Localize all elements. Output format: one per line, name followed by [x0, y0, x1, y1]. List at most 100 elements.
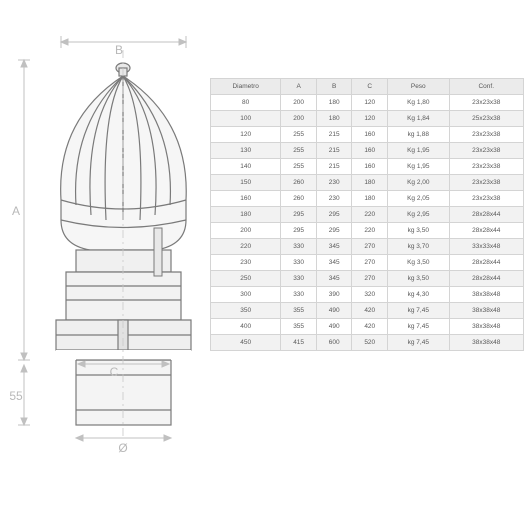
table-row: 100200180120Kg 1,8425x23x38 [211, 111, 524, 127]
table-cell: 450 [211, 335, 281, 351]
table-cell: 260 [281, 191, 317, 207]
spec-table-panel: DiametroABCPesoConf. 80200180120Kg 1,802… [206, 20, 524, 510]
table-cell: kg 7,45 [388, 303, 449, 319]
table-cell: 28x28x44 [449, 207, 523, 223]
table-cell: Kg 1,95 [388, 143, 449, 159]
table-cell: 490 [316, 303, 352, 319]
table-cell: 130 [211, 143, 281, 159]
table-cell: Kg 2,95 [388, 207, 449, 223]
table-cell: kg 3,50 [388, 271, 449, 287]
dim-label-a: A [12, 204, 20, 218]
table-cell: kg 4,30 [388, 287, 449, 303]
table-cell: 160 [352, 127, 388, 143]
table-row: 120255215160kg 1,8823x23x38 [211, 127, 524, 143]
table-cell: kg 1,88 [388, 127, 449, 143]
table-cell: kg 7,45 [388, 319, 449, 335]
table-cell: Kg 1,84 [388, 111, 449, 127]
table-cell: 255 [281, 159, 317, 175]
table-cell: 80 [211, 95, 281, 111]
table-cell: 355 [281, 319, 317, 335]
table-cell: 295 [316, 223, 352, 239]
table-cell: 295 [316, 207, 352, 223]
col-header: C [352, 79, 388, 95]
table-cell: 295 [281, 223, 317, 239]
table-cell: 215 [316, 127, 352, 143]
table-row: 450415600520kg 7,4538x38x48 [211, 335, 524, 351]
table-cell: 270 [352, 239, 388, 255]
table-row: 130255215160Kg 1,9523x23x38 [211, 143, 524, 159]
table-row: 400355490420kg 7,4538x38x48 [211, 319, 524, 335]
table-cell: 220 [352, 207, 388, 223]
table-cell: 200 [281, 111, 317, 127]
table-cell: 220 [211, 239, 281, 255]
table-cell: 295 [281, 207, 317, 223]
table-cell: 23x23x38 [449, 143, 523, 159]
table-cell: 345 [316, 255, 352, 271]
table-cell: kg 3,50 [388, 223, 449, 239]
table-cell: kg 7,45 [388, 335, 449, 351]
table-cell: 100 [211, 111, 281, 127]
table-cell: 355 [281, 303, 317, 319]
table-cell: 230 [316, 191, 352, 207]
table-cell: 255 [281, 143, 317, 159]
table-cell: 38x38x48 [449, 335, 523, 351]
dim-label-b: B [115, 43, 123, 57]
table-cell: 320 [352, 287, 388, 303]
table-cell: 23x23x38 [449, 191, 523, 207]
table-row: 80200180120Kg 1,8023x23x38 [211, 95, 524, 111]
table-cell: 23x23x38 [449, 159, 523, 175]
table-cell: 215 [316, 143, 352, 159]
table-cell: 160 [352, 143, 388, 159]
table-cell: 38x38x48 [449, 303, 523, 319]
table-cell: 140 [211, 159, 281, 175]
table-row: 350355490420kg 7,4538x38x48 [211, 303, 524, 319]
table-cell: 330 [281, 271, 317, 287]
col-header: Peso [388, 79, 449, 95]
table-cell: Kg 3,50 [388, 255, 449, 271]
dim-label-diameter: Ø [118, 441, 127, 455]
spec-table: DiametroABCPesoConf. 80200180120Kg 1,802… [210, 78, 524, 351]
table-cell: 250 [211, 271, 281, 287]
table-cell: 200 [281, 95, 317, 111]
table-cell: 28x28x44 [449, 271, 523, 287]
table-cell: 38x38x48 [449, 319, 523, 335]
col-header: B [316, 79, 352, 95]
table-cell: 25x23x38 [449, 111, 523, 127]
table-cell: 350 [211, 303, 281, 319]
table-cell: 300 [211, 287, 281, 303]
col-header: A [281, 79, 317, 95]
table-cell: 420 [352, 303, 388, 319]
table-cell: 330 [281, 287, 317, 303]
table-row: 150260230180Kg 2,0023x23x38 [211, 175, 524, 191]
dim-label-c: C [110, 365, 119, 379]
table-cell: 260 [281, 175, 317, 191]
table-cell: 120 [352, 111, 388, 127]
table-cell: 220 [352, 223, 388, 239]
table-cell: 345 [316, 239, 352, 255]
col-header: Diametro [211, 79, 281, 95]
table-cell: 160 [211, 191, 281, 207]
table-cell: 215 [316, 159, 352, 175]
table-cell: 23x23x38 [449, 175, 523, 191]
table-cell: 490 [316, 319, 352, 335]
table-row: 160260230180Kg 2,0523x23x38 [211, 191, 524, 207]
table-cell: 415 [281, 335, 317, 351]
table-cell: kg 3,70 [388, 239, 449, 255]
table-cell: 120 [352, 95, 388, 111]
table-cell: 28x28x44 [449, 255, 523, 271]
table-cell: 230 [211, 255, 281, 271]
table-cell: 180 [352, 191, 388, 207]
technical-drawing: B A 55 [6, 20, 206, 510]
table-cell: 600 [316, 335, 352, 351]
col-header: Conf. [449, 79, 523, 95]
table-cell: Kg 1,95 [388, 159, 449, 175]
table-row: 300330390320kg 4,3038x38x48 [211, 287, 524, 303]
table-cell: 400 [211, 319, 281, 335]
table-cell: 180 [316, 95, 352, 111]
table-cell: 255 [281, 127, 317, 143]
table-cell: 28x28x44 [449, 223, 523, 239]
table-cell: 520 [352, 335, 388, 351]
table-cell: 180 [352, 175, 388, 191]
table-cell: 180 [316, 111, 352, 127]
table-cell: 23x23x38 [449, 127, 523, 143]
